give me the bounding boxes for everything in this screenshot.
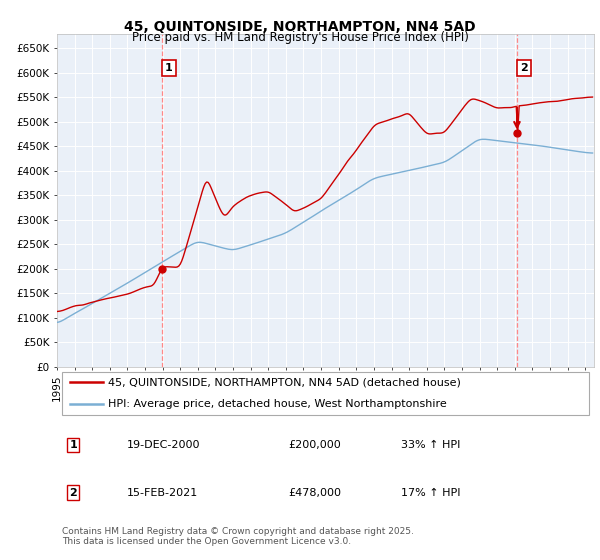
Text: 2: 2 [520,63,528,73]
Text: 1: 1 [69,440,77,450]
Text: £478,000: £478,000 [288,488,341,498]
Text: 19-DEC-2000: 19-DEC-2000 [127,440,200,450]
Text: HPI: Average price, detached house, West Northamptonshire: HPI: Average price, detached house, West… [108,399,447,409]
Text: 15-FEB-2021: 15-FEB-2021 [127,488,198,498]
Text: 17% ↑ HPI: 17% ↑ HPI [401,488,460,498]
Text: 33% ↑ HPI: 33% ↑ HPI [401,440,460,450]
Text: 45, QUINTONSIDE, NORTHAMPTON, NN4 5AD: 45, QUINTONSIDE, NORTHAMPTON, NN4 5AD [124,20,476,34]
Text: 1: 1 [165,63,173,73]
Text: Contains HM Land Registry data © Crown copyright and database right 2025.
This d: Contains HM Land Registry data © Crown c… [62,526,414,546]
Text: £200,000: £200,000 [288,440,341,450]
Text: Price paid vs. HM Land Registry's House Price Index (HPI): Price paid vs. HM Land Registry's House … [131,31,469,44]
Text: 45, QUINTONSIDE, NORTHAMPTON, NN4 5AD (detached house): 45, QUINTONSIDE, NORTHAMPTON, NN4 5AD (d… [108,377,461,388]
Text: 2: 2 [69,488,77,498]
FancyBboxPatch shape [62,372,589,415]
